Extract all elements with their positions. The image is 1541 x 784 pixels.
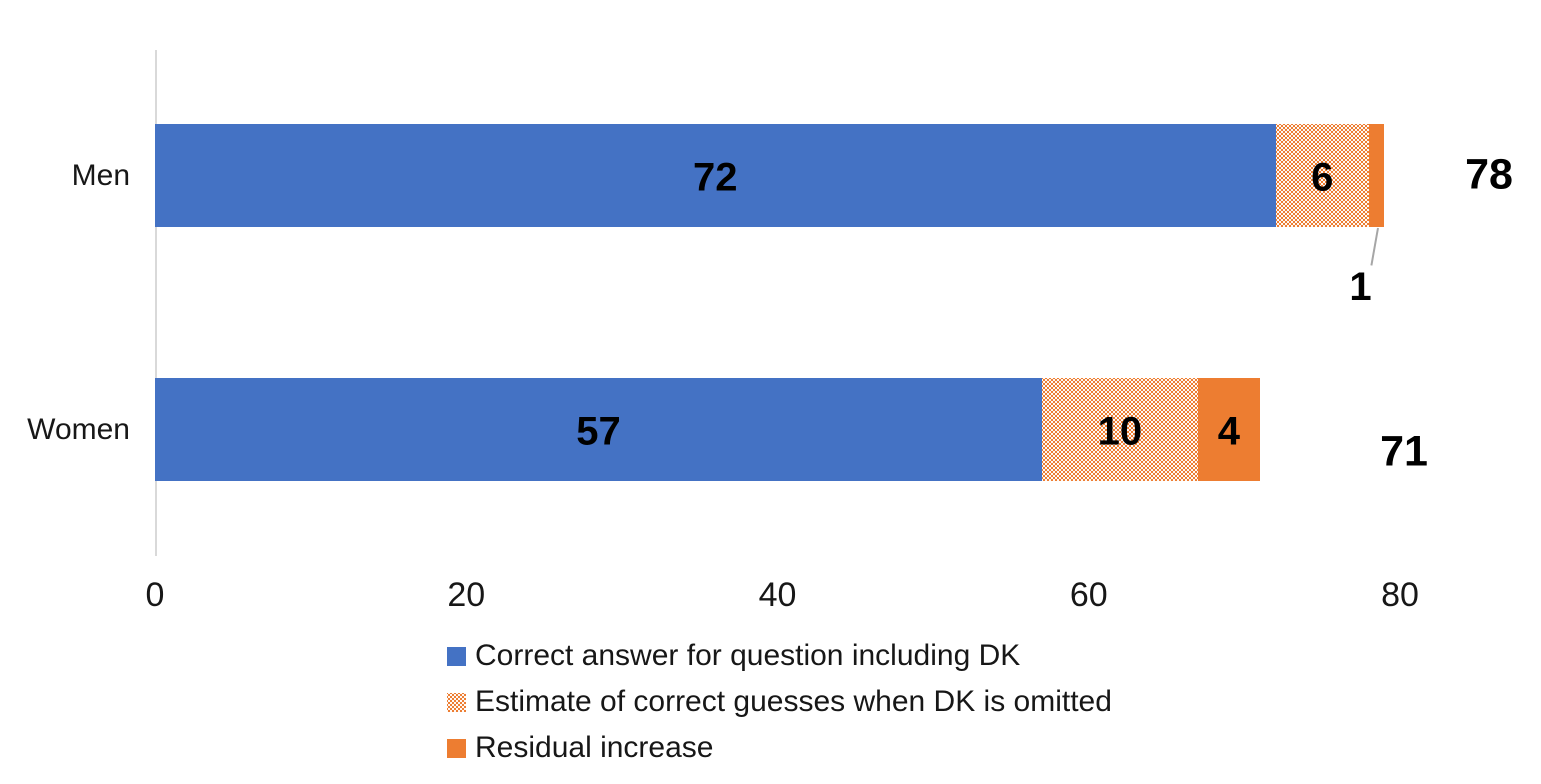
- legend-swatch-icon: [447, 738, 466, 758]
- category-label: Women: [27, 412, 130, 446]
- x-tick-label: 60: [1069, 576, 1108, 614]
- legend-item: Correct answer for question including DK: [447, 639, 1112, 672]
- x-tick-label: 0: [145, 576, 165, 614]
- leader-line: [1370, 227, 1380, 266]
- bar-segment: [1275, 124, 1369, 227]
- bar-segment: [155, 378, 1043, 481]
- data-label: 72: [693, 155, 738, 199]
- bar-segment: [1368, 124, 1385, 227]
- y-axis-line: [155, 50, 157, 556]
- bar-segment: [155, 124, 1276, 227]
- legend-label: Estimate of correct guesses when DK is o…: [475, 685, 1112, 718]
- x-tick-label: 40: [758, 576, 797, 614]
- total-label: 71: [1380, 427, 1428, 476]
- total-label: 78: [1465, 150, 1513, 199]
- data-label: 57: [576, 409, 621, 453]
- data-label: 10: [1097, 409, 1143, 453]
- category-label: Men: [71, 158, 130, 192]
- legend-item: Residual increase: [447, 731, 1112, 764]
- legend-label: Correct answer for question including DK: [475, 639, 1021, 672]
- data-label: 4: [1217, 409, 1240, 453]
- bar-segment: [1197, 378, 1260, 481]
- x-tick-label: 20: [447, 576, 486, 614]
- data-label: 6: [1311, 155, 1334, 199]
- legend: Correct answer for question including DK…: [447, 639, 1112, 764]
- legend-label: Residual increase: [475, 731, 714, 764]
- legend-swatch-icon: [447, 646, 466, 666]
- residual-callout-label: 1: [1349, 265, 1372, 309]
- bar-segment: [1042, 378, 1198, 481]
- legend-item: Estimate of correct guesses when DK is o…: [447, 685, 1112, 718]
- legend-swatch-icon: [447, 692, 466, 712]
- x-tick-label: 80: [1381, 576, 1419, 614]
